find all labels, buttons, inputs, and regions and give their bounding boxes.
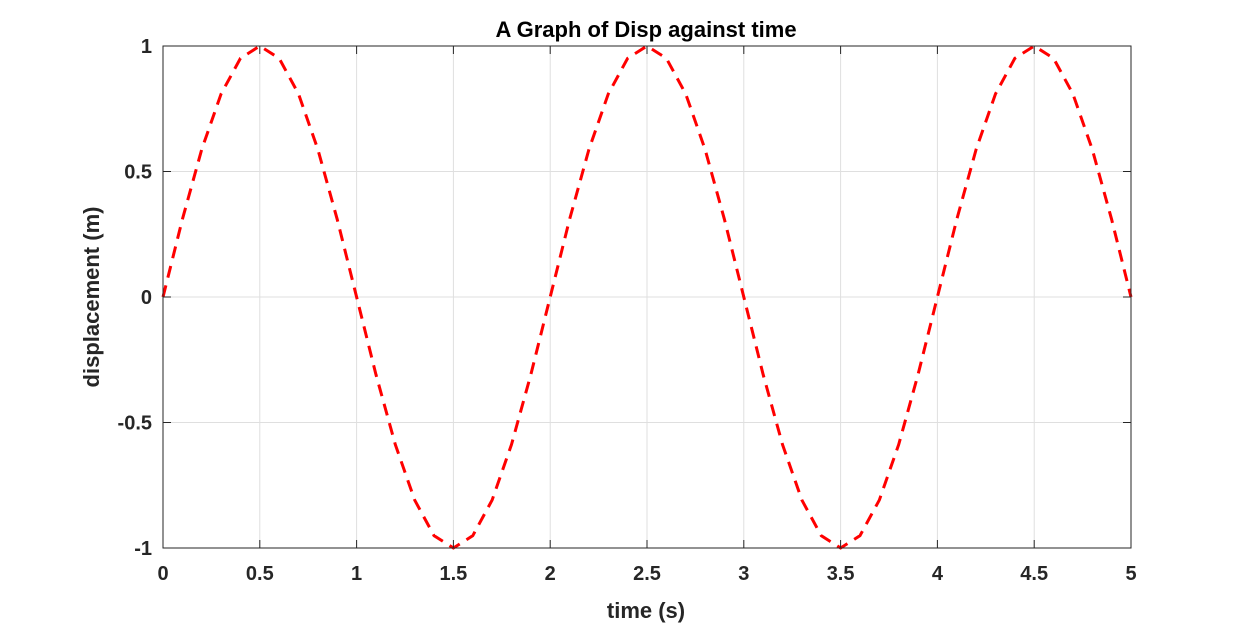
series-layer xyxy=(161,44,1133,550)
chart-title: A Graph of Disp against time xyxy=(495,17,796,42)
y-axis-title: displacement (m) xyxy=(79,207,104,388)
x-tick-label: 5 xyxy=(1125,563,1136,585)
x-tick-label: 4 xyxy=(932,563,944,585)
axes xyxy=(162,45,1132,549)
y-tick-label: -0.5 xyxy=(118,413,152,435)
x-tick-label: 2 xyxy=(545,563,556,585)
x-tick-label: 1.5 xyxy=(439,563,467,585)
y-tick-label: -1 xyxy=(134,538,152,560)
x-tick-label: 1 xyxy=(351,563,362,585)
x-tick-label: 4.5 xyxy=(1020,563,1048,585)
displacement-series-line xyxy=(161,44,1133,550)
x-tick-label: 0.5 xyxy=(246,563,274,585)
x-tick-label: 3 xyxy=(738,563,749,585)
grid-lines xyxy=(163,46,1131,548)
y-tick-label: 0.5 xyxy=(124,162,152,184)
x-tick-label: 0 xyxy=(157,563,168,585)
x-tick-label: 3.5 xyxy=(827,563,855,585)
y-tick-label: 1 xyxy=(141,36,152,58)
tick-labels: 0 0.5 1 1.5 2 2.5 3 3.5 4 4.5 5 -1 -0.5 0 0.5 1 xyxy=(118,36,1137,585)
x-axis-title: time (s) xyxy=(607,598,685,623)
x-tick-label: 2.5 xyxy=(633,563,661,585)
y-tick-label: 0 xyxy=(141,287,152,309)
